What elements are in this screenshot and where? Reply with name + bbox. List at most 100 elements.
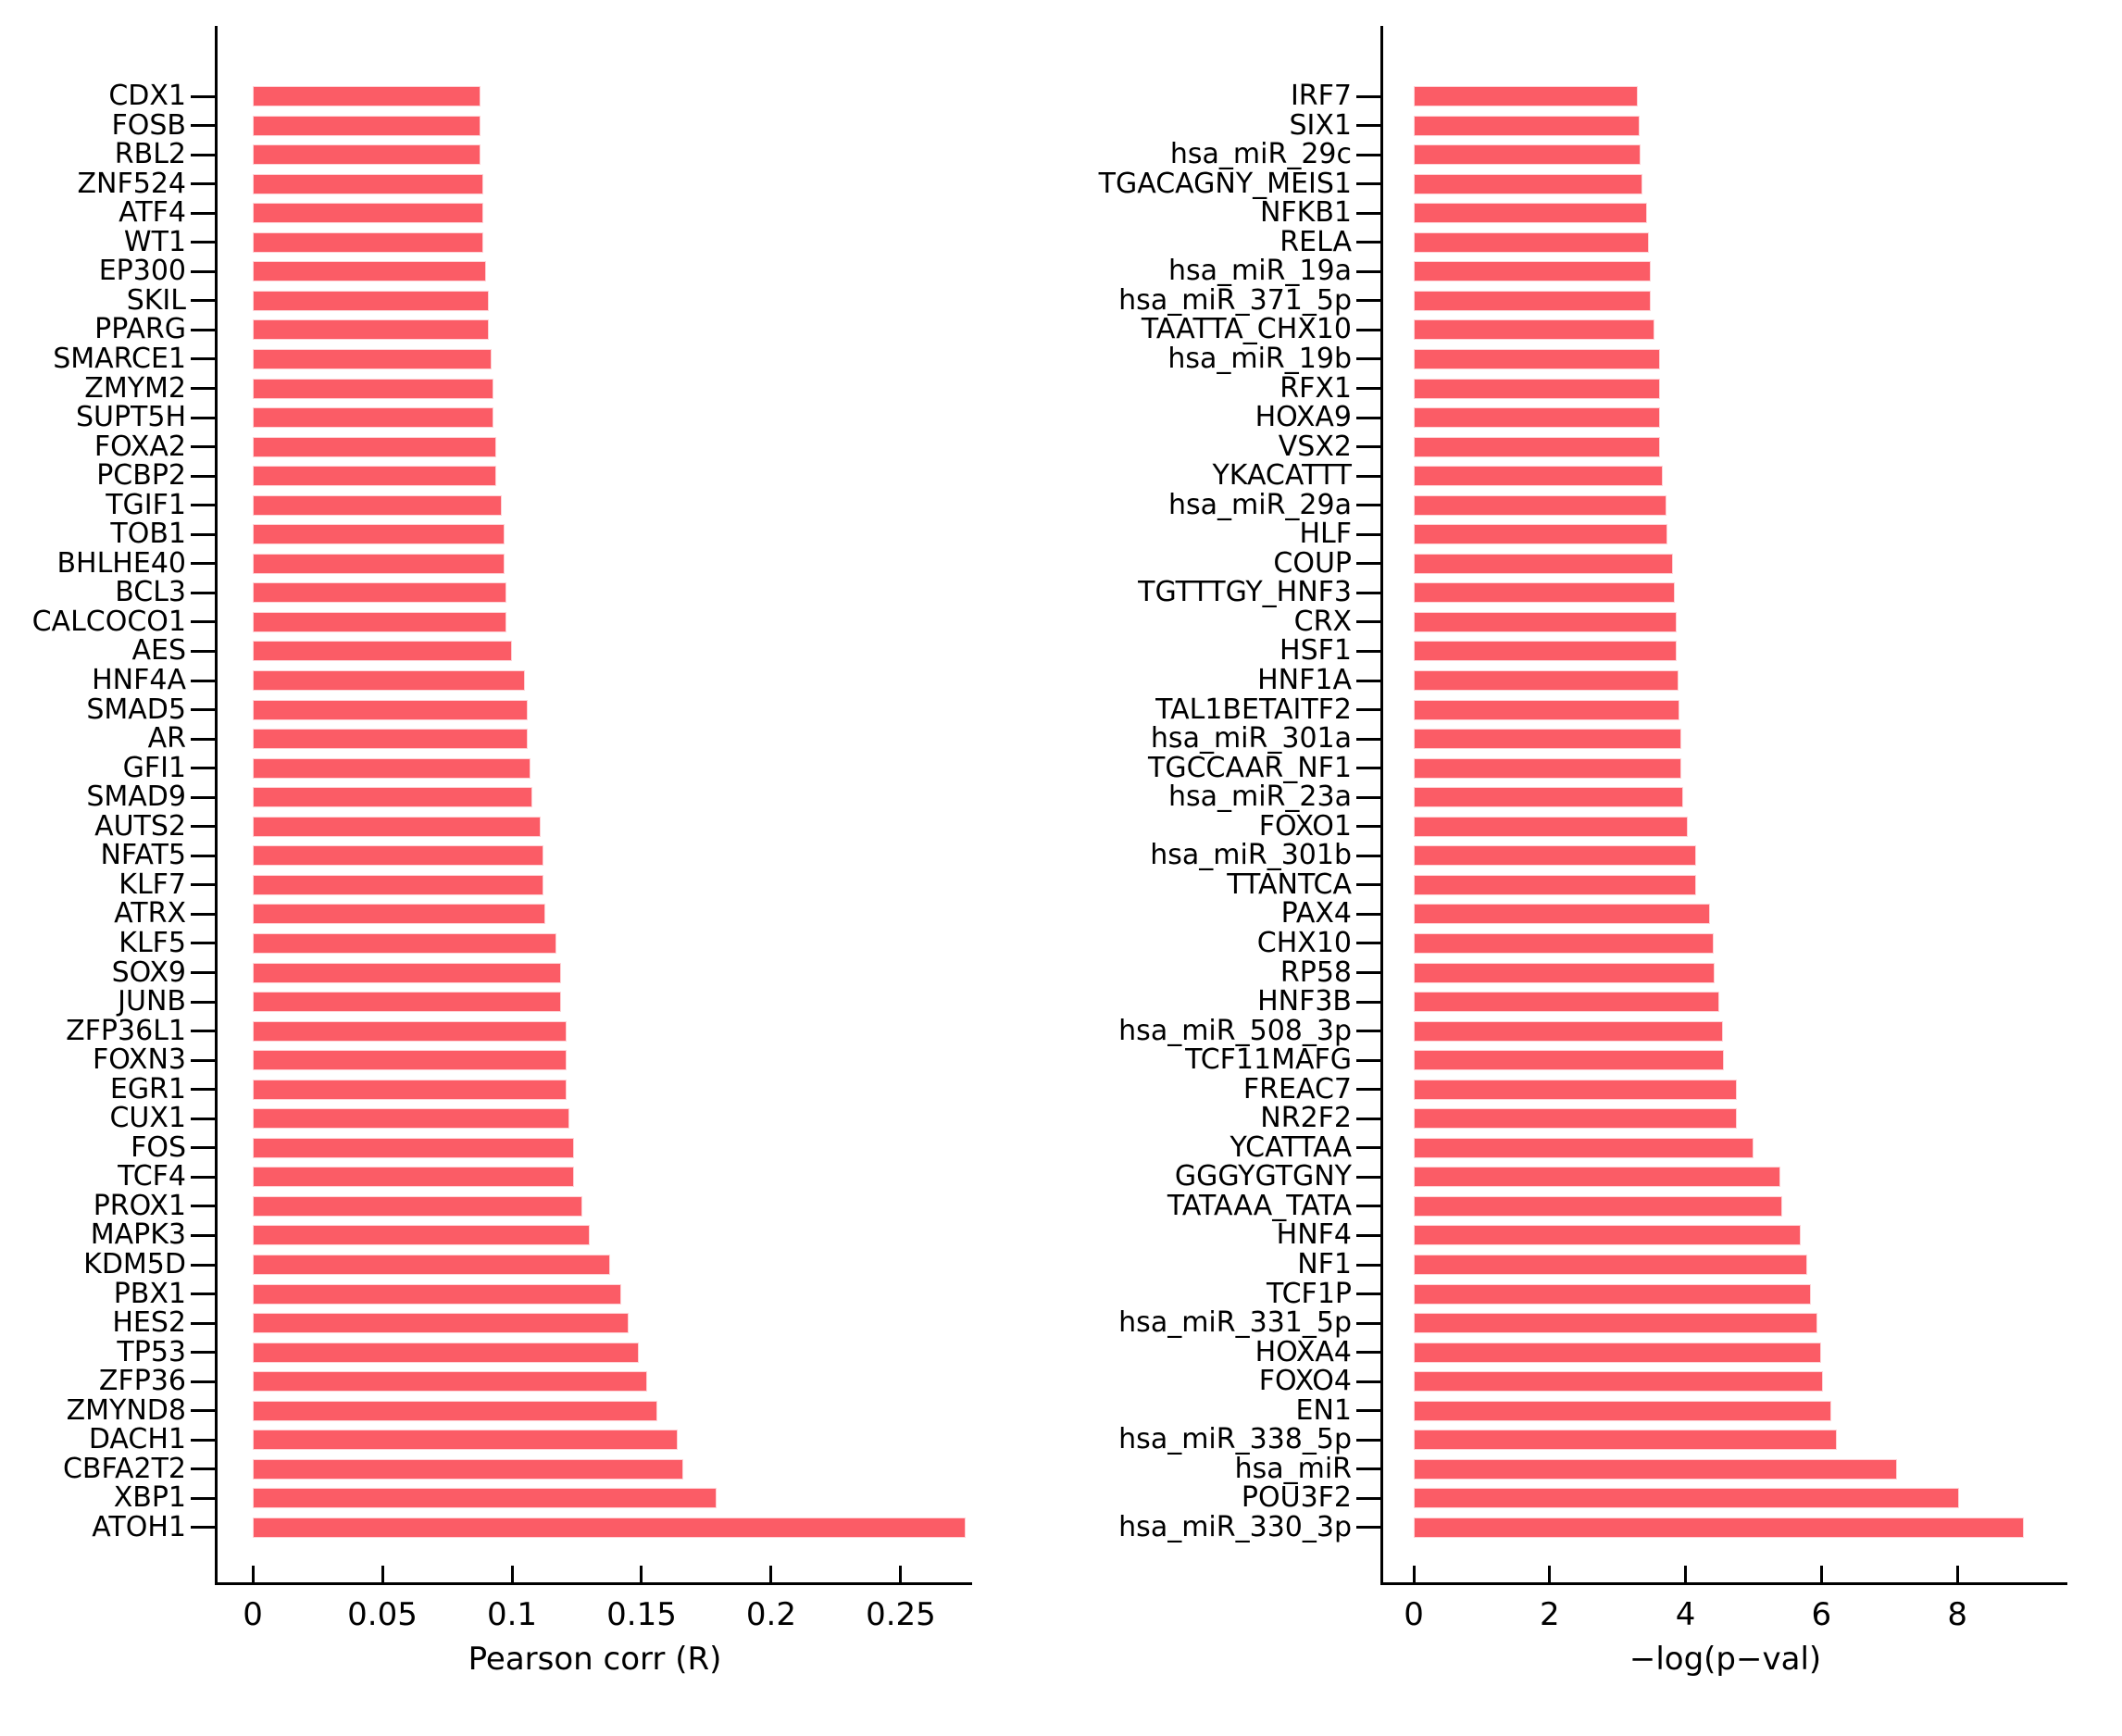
y-tick <box>191 532 215 536</box>
y-tick <box>1356 182 1380 186</box>
y-tick-label-CALCOCO1: CALCOCO1 <box>31 605 186 638</box>
x-tick-label-0: 0 <box>243 1596 263 1633</box>
y-tick <box>1356 211 1380 215</box>
bar-ATRX <box>253 904 546 925</box>
x-tick-label-6: 6 <box>1811 1596 1832 1633</box>
y-tick-label-HNF4A: HNF4A <box>92 664 186 696</box>
bar-HNF3B <box>1414 992 1720 1013</box>
y-tick-label-FOSB: FOSB <box>111 108 187 142</box>
bar-WT1 <box>253 231 484 253</box>
y-tick-label-hsa_miR_301a: hsa_miR_301a <box>1150 722 1352 756</box>
bar-CBFA2T2 <box>253 1458 683 1480</box>
y-tick-label-WT1: WT1 <box>123 225 186 258</box>
pearson-correlation-chart: Pearson corr (R) CDX1 FOSB RBL2 ZNF524 ATF4 W… <box>32 26 972 1678</box>
y-tick <box>1356 562 1380 566</box>
y-tick-label-FOS: FOS <box>131 1130 186 1164</box>
bar-TAL1BETAITF2 <box>1414 699 1679 720</box>
bar-ZNF524 <box>253 173 484 194</box>
y-tick-label-PPARG: PPARG <box>94 313 186 346</box>
y-tick-label-YKACATTT: YKACATTT <box>1212 459 1352 493</box>
y-tick <box>1356 269 1380 273</box>
bar-ZMYND8 <box>253 1400 657 1421</box>
bar-KLF5 <box>253 932 556 954</box>
y-tick <box>1356 1409 1380 1413</box>
bar-HNF4 <box>1414 1225 1802 1246</box>
x-tick-label-0: 0 <box>1404 1596 1424 1633</box>
y-tick <box>1356 1321 1380 1325</box>
y-tick-label-SMAD5: SMAD5 <box>86 693 186 726</box>
y-tick-label-AUTS2: AUTS2 <box>94 809 186 843</box>
bar-BCL3 <box>253 582 507 604</box>
y-tick-label-RFX1: RFX1 <box>1279 371 1352 405</box>
y-tick-label-hsa_miR_23a: hsa_miR_23a <box>1168 781 1352 814</box>
y-tick <box>191 971 215 974</box>
y-tick <box>191 1000 215 1004</box>
bar-GGGYGTGNY <box>1414 1167 1781 1188</box>
y-tick-label-CRX: CRX <box>1293 605 1352 638</box>
bar-SIX1 <box>1414 115 1641 136</box>
y-tick-label-KDM5D: KDM5D <box>83 1248 186 1280</box>
y-tick-label-BHLHE40: BHLHE40 <box>56 546 186 580</box>
bar-SUPT5H <box>253 407 494 429</box>
y-tick <box>191 357 215 361</box>
bar-HNF4A <box>253 670 525 691</box>
y-tick-label-EP300: EP300 <box>98 255 186 288</box>
bar-HES2 <box>253 1313 629 1334</box>
y-tick-label-MAPK3: MAPK3 <box>90 1218 186 1252</box>
bar-FOS <box>253 1137 575 1158</box>
x-tick-label-0.05: 0.05 <box>347 1596 418 1633</box>
y-tick <box>1356 1351 1380 1355</box>
bar-HSF1 <box>1414 641 1678 662</box>
y-tick-label-ZMYND8: ZMYND8 <box>66 1393 186 1427</box>
bar-PAX4 <box>1414 904 1710 925</box>
y-tick <box>1356 942 1380 945</box>
y-tick <box>1356 1438 1380 1442</box>
y-tick-label-AR: AR <box>147 722 186 756</box>
y-tick <box>1356 124 1380 128</box>
bar-ATOH1 <box>253 1517 966 1538</box>
y-tick-label-ATF4: ATF4 <box>119 196 186 230</box>
y-tick-label-EGR1: EGR1 <box>109 1072 186 1105</box>
y-tick <box>191 1526 215 1530</box>
bar-TGCCAAR_NF1 <box>1414 757 1682 779</box>
bar-hsa_miR_29a <box>1414 494 1667 516</box>
y-tick <box>191 269 215 273</box>
y-tick-label-NFKB1: NFKB1 <box>1259 196 1352 230</box>
bar-hsa_miR_330_3p <box>1414 1517 2025 1538</box>
y-tick <box>191 299 215 303</box>
y-tick-label-TGTTTGY_HNF3: TGTTTGY_HNF3 <box>1138 576 1352 609</box>
x-tick-label-8: 8 <box>1947 1596 1967 1633</box>
bar-TOB1 <box>253 524 505 545</box>
bar-CRX <box>1414 611 1678 632</box>
bar-JUNB <box>253 992 562 1013</box>
bar-EGR1 <box>253 1079 567 1100</box>
y-tick-label-TGACAGNY_MEIS1: TGACAGNY_MEIS1 <box>1098 167 1352 200</box>
x-tick-label-2: 2 <box>1539 1596 1560 1633</box>
x-axis-label-logpval: −log(p−val) <box>1629 1641 1822 1678</box>
y-tick <box>191 591 215 594</box>
y-tick-label-TCF4: TCF4 <box>118 1160 186 1193</box>
x-tick <box>899 1566 903 1582</box>
x-axis-label-pearson: Pearson corr (R) <box>468 1641 722 1678</box>
y-tick <box>1356 971 1380 974</box>
y-tick <box>1356 1175 1380 1179</box>
y-tick <box>1356 1088 1380 1092</box>
y-tick-label-CDX1: CDX1 <box>108 80 186 112</box>
y-tick-label-DACH1: DACH1 <box>88 1423 186 1456</box>
y-tick-label-ZFP36L1: ZFP36L1 <box>66 1014 186 1047</box>
bar-hsa_miR_301a <box>1414 729 1682 750</box>
bar-HLF <box>1414 524 1667 545</box>
y-tick-label-TATAAA_TATA: TATAAA_TATA <box>1167 1189 1352 1222</box>
bar-CHX10 <box>1414 932 1714 954</box>
y-tick <box>191 1175 215 1179</box>
x-tick <box>640 1566 643 1582</box>
bar-CUX1 <box>253 1108 569 1130</box>
y-tick-label-HOXA4: HOXA4 <box>1254 1335 1352 1368</box>
y-tick <box>191 1117 215 1120</box>
y-tick-label-RBL2: RBL2 <box>114 138 186 171</box>
y-tick-label-BCL3: BCL3 <box>115 576 186 609</box>
bar-FOXA2 <box>253 436 497 457</box>
y-tick-label-hsa_miR_301b: hsa_miR_301b <box>1150 839 1352 872</box>
x-tick <box>1412 1566 1416 1582</box>
y-tick <box>191 387 215 390</box>
